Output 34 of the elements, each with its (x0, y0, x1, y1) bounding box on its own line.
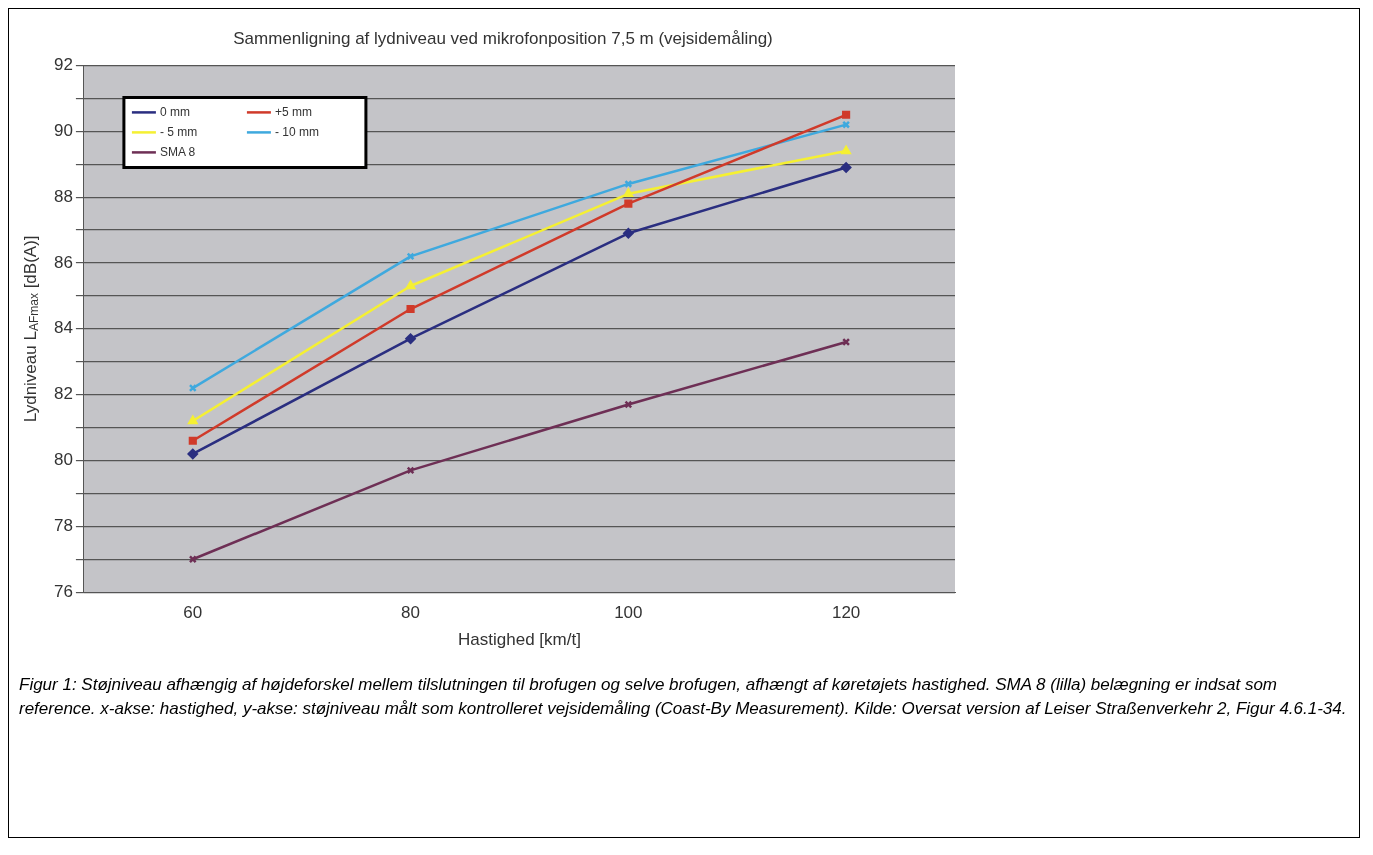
legend-label: 0 mm (159, 104, 190, 119)
y-tick-label: 78 (53, 516, 73, 536)
point (188, 436, 197, 445)
chart-title: Sammenligning af lydniveau ved mikrofonposition 7,5 m (vejsidemåling) (233, 28, 773, 48)
x-tick-label: 100 (614, 603, 643, 623)
point (842, 110, 851, 119)
x-tick-label: 60 (183, 603, 203, 623)
point (406, 304, 415, 314)
x-tick-label: 120 (831, 603, 861, 623)
text: Figur 1: Støjniveau afhængig af højdeforskel mellem tilslutningen til brofugen og selve brofugen, afhængt af køretøjets hastighed. SMA 8 (lilla) belægning er indsat som reference. x-akse: hastighed, y-akse: støjniveau målt som kontrolleret vejsidemåling (Coast-By Measurement). Kilde: Oversat version af Leiser Straßenverkehr 2, Figur 4.6.1-34. (19, 674, 1348, 720)
point (405, 333, 416, 344)
point (840, 162, 852, 173)
point (624, 179, 633, 189)
point (187, 448, 199, 460)
point (623, 228, 634, 239)
point (623, 188, 634, 198)
x-tick-label: 80 (401, 603, 421, 623)
y-tick-label: 90 (53, 120, 73, 140)
y-tick-label: 86 (53, 252, 73, 272)
y-tick-label: 88 (53, 186, 73, 206)
y-tick-label: 76 (53, 581, 73, 601)
y-tick-label: 82 (53, 384, 73, 404)
legend-label: - 10 mm (274, 124, 319, 139)
point (624, 199, 633, 208)
y-tick-label: 84 (53, 318, 73, 338)
point (405, 280, 416, 290)
point (188, 415, 198, 425)
x-axis-title: Hastighed [km/t] (458, 630, 581, 650)
legend-label: SMA 8 (159, 144, 196, 159)
legend-label: +5 mm (274, 104, 312, 119)
point (841, 145, 851, 155)
y-tick-label: 92 (53, 55, 73, 75)
legend-label: - 5 mm (159, 124, 198, 139)
y-tick-label: 80 (53, 450, 73, 470)
